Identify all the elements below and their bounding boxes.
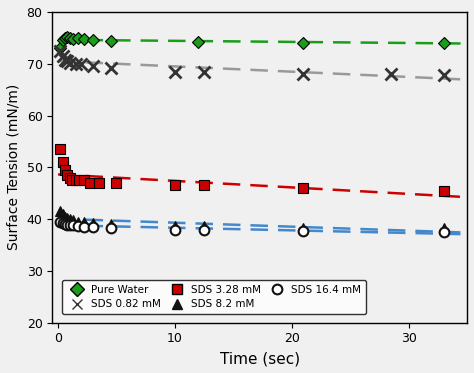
X-axis label: Time (sec): Time (sec) [219, 351, 300, 366]
Legend: Pure Water, SDS 0.82 mM, SDS 3.28 mM, SDS 8.2 mM, SDS 16.4 mM: Pure Water, SDS 0.82 mM, SDS 3.28 mM, SD… [62, 280, 366, 314]
Y-axis label: Surface Tension (mN/m): Surface Tension (mN/m) [7, 84, 21, 251]
